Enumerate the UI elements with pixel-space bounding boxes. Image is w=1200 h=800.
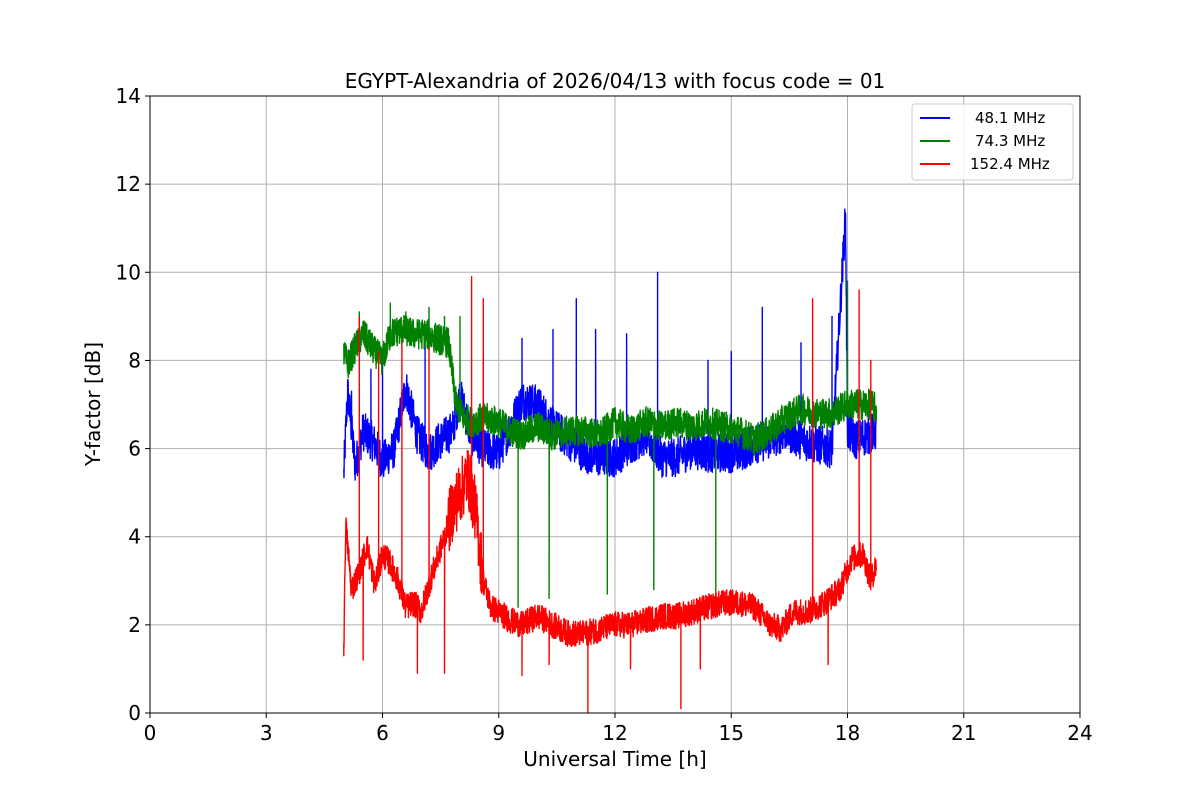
- legend-label-152mhz: 152.4 MHz: [970, 155, 1050, 173]
- chart-title: EGYPT-Alexandria of 2026/04/13 with focu…: [345, 69, 886, 93]
- y-tick-label: 8: [128, 348, 141, 372]
- series-line: [343, 208, 878, 481]
- y-tick-label: 0: [128, 701, 141, 725]
- y-tick-label: 6: [128, 437, 141, 461]
- x-tick-label: 0: [144, 721, 157, 745]
- x-tick-label: 3: [260, 721, 273, 745]
- x-tick-label: 6: [376, 721, 389, 745]
- y-axis-label: Y-factor [dB]: [81, 342, 105, 467]
- x-tick-label: 21: [951, 721, 976, 745]
- x-tick-label: 15: [719, 721, 744, 745]
- legend: 48.1 MHz 74.3 MHz 152.4 MHz: [911, 103, 1074, 181]
- y-tick-label: 4: [128, 525, 141, 549]
- y-tick-label: 2: [128, 613, 141, 637]
- legend-label-48mhz: 48.1 MHz: [975, 109, 1045, 127]
- legend-box: [911, 103, 1074, 181]
- x-tick-label: 18: [835, 721, 860, 745]
- series-line: [343, 276, 878, 714]
- series-48.1-mhz: [343, 208, 878, 481]
- legend-label-74mhz: 74.3 MHz: [975, 132, 1045, 150]
- x-axis-label: Universal Time [h]: [523, 747, 706, 771]
- x-tick-label: 24: [1067, 721, 1092, 745]
- y-tick-label: 12: [116, 172, 141, 196]
- series-152.4-mhz: [343, 276, 878, 714]
- x-tick-label: 9: [492, 721, 505, 745]
- y-tick-label: 14: [116, 84, 141, 108]
- y-tick-label: 10: [116, 260, 141, 284]
- series-74.3-mhz: [343, 280, 878, 608]
- x-tick-label: 12: [602, 721, 627, 745]
- series-layer: [343, 208, 878, 714]
- series-line: [343, 280, 878, 608]
